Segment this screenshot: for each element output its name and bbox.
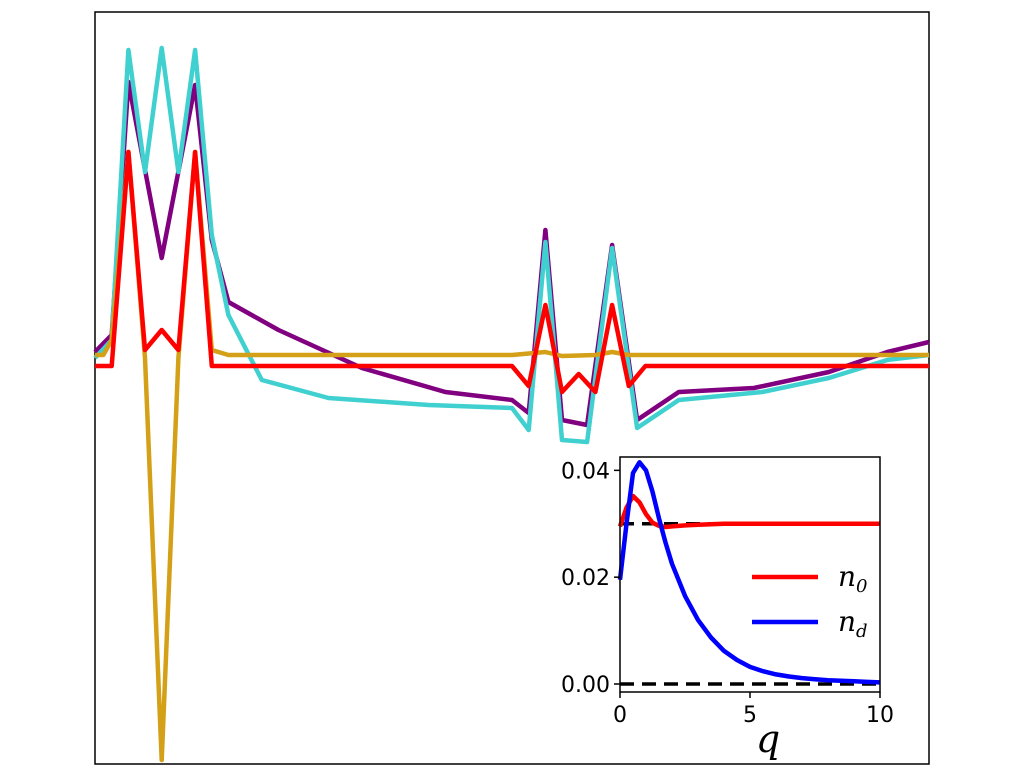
main-plot xyxy=(93,11,930,765)
main-plot-frame xyxy=(94,11,930,765)
inset-axis-ticks: 0 5 10 0.00 0.02 0.04 xyxy=(561,459,894,728)
inset-plot: 0 5 10 0.00 0.02 0.04 n0 nd q xyxy=(561,456,894,761)
inset-x-tick-label: 5 xyxy=(743,703,757,728)
inset-plot-background xyxy=(620,457,880,692)
main-series-red xyxy=(95,149,929,395)
inset-y-tick-label: 0.00 xyxy=(561,673,610,698)
inset-series-n0 xyxy=(617,493,880,530)
inset-x-tick-label: 0 xyxy=(613,703,627,728)
main-series-purple xyxy=(93,79,930,428)
inset-y-tick-label: 0.02 xyxy=(561,566,610,591)
inset-x-tick-label: 10 xyxy=(866,703,894,728)
main-plot-lines xyxy=(93,45,930,763)
inset-legend: n0 nd xyxy=(752,560,868,642)
inset-x-axis-label: q xyxy=(756,717,780,761)
inset-y-tick-label: 0.04 xyxy=(561,459,610,484)
main-series-cyan xyxy=(93,45,930,445)
inset-plot-lines xyxy=(617,460,881,685)
inset-series-nd xyxy=(617,460,881,685)
